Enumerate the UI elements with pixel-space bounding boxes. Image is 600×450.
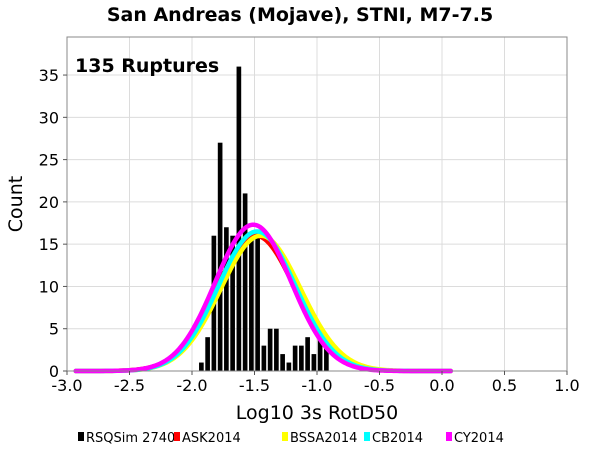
legend-swatch [364,432,370,441]
chart-title: San Andreas (Mojave), STNI, M7-7.5 [107,4,493,26]
legend-label: ASK2014 [182,431,241,446]
histogram-bar [305,337,310,371]
x-tick-label: -2.5 [114,376,145,395]
x-tick-label: -1.0 [301,376,332,395]
histogram-bar [242,193,248,371]
y-tick-label: 35 [39,66,59,85]
x-axis: -3.0 -2.5 -2.0 -1.5 -1.0 -0.5 0.0 0.5 1.0 [51,371,580,395]
y-tick-label: 0 [49,362,59,381]
x-tick-label: -3.0 [51,376,82,395]
legend-label: CB2014 [372,431,423,446]
legend-label: CY2014 [454,431,504,446]
histogram-bar [292,345,298,371]
y-tick-label: 20 [39,193,59,212]
legend-label: RSQSim 2740 [86,431,175,446]
legend-label: BSSA2014 [290,431,357,446]
histogram-bar [230,235,235,371]
histogram-bar [205,337,210,371]
histogram-bars [199,66,329,371]
legend-swatch [446,432,452,441]
y-tick-label: 30 [39,108,59,127]
y-axis: 0 5 10 15 20 25 30 35 [39,66,67,381]
histogram-bar [249,235,254,371]
legend: RSQSim 2740 ASK2014 BSSA2014 CB2014 CY2014 [78,431,504,446]
x-axis-label: Log10 3s RotD50 [236,402,398,424]
y-tick-label: 25 [39,151,59,170]
legend-swatch [174,432,180,441]
histogram-bar [280,354,285,371]
y-tick-label: 15 [39,235,59,254]
histogram-bar [199,362,204,371]
histogram-bar [286,362,292,371]
histogram-bar [236,66,242,371]
legend-swatch [282,432,288,441]
histogram-bar [224,227,229,371]
legend-swatch [78,432,84,441]
x-tick-label: 0.0 [429,376,454,395]
y-tick-label: 5 [49,320,59,339]
x-tick-label: -0.5 [364,376,395,395]
y-axis-label: Count [5,176,27,232]
y-tick-label: 10 [39,277,59,296]
histogram-bar [299,345,304,371]
x-tick-label: -2.0 [176,376,207,395]
histogram-bar [261,345,267,371]
rupture-count-annotation: 135 Ruptures [75,55,219,77]
histogram-bar [311,354,317,371]
x-tick-label: 1.0 [554,376,579,395]
x-tick-label: 0.5 [492,376,517,395]
histogram-bar [274,328,279,371]
histogram-bar [317,328,323,371]
histogram-bar [217,142,223,371]
histogram-bar [267,328,273,371]
histogram-bar [324,337,329,371]
x-tick-label: -1.5 [239,376,270,395]
histogram-bar [255,235,260,371]
